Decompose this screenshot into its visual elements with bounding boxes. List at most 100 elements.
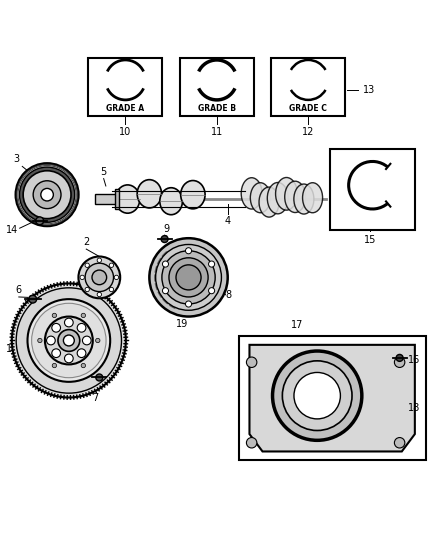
Circle shape bbox=[78, 256, 120, 298]
Circle shape bbox=[64, 318, 73, 327]
Circle shape bbox=[208, 261, 215, 267]
Circle shape bbox=[45, 317, 93, 365]
Text: 1: 1 bbox=[6, 344, 12, 354]
Circle shape bbox=[185, 301, 191, 307]
Text: GRADE B: GRADE B bbox=[198, 103, 236, 112]
Text: GRADE C: GRADE C bbox=[289, 103, 327, 112]
Bar bbox=[95, 194, 117, 204]
Bar bbox=[180, 58, 254, 116]
Circle shape bbox=[80, 275, 85, 279]
Circle shape bbox=[109, 287, 113, 292]
Ellipse shape bbox=[267, 182, 288, 214]
Circle shape bbox=[97, 292, 102, 297]
Text: 6: 6 bbox=[16, 285, 22, 295]
Ellipse shape bbox=[116, 185, 140, 213]
Bar bbox=[271, 58, 345, 116]
Circle shape bbox=[81, 364, 85, 368]
Ellipse shape bbox=[160, 188, 183, 215]
Circle shape bbox=[85, 263, 89, 268]
Ellipse shape bbox=[137, 180, 162, 208]
Circle shape bbox=[247, 357, 257, 367]
Circle shape bbox=[36, 217, 44, 225]
Circle shape bbox=[85, 287, 89, 292]
Circle shape bbox=[394, 357, 405, 367]
Circle shape bbox=[149, 238, 228, 317]
Ellipse shape bbox=[294, 184, 314, 214]
Circle shape bbox=[82, 336, 91, 345]
Bar bbox=[88, 58, 162, 116]
Text: 17: 17 bbox=[291, 320, 304, 329]
Circle shape bbox=[155, 245, 222, 310]
Circle shape bbox=[394, 438, 405, 448]
Circle shape bbox=[20, 167, 74, 222]
Text: 11: 11 bbox=[211, 127, 223, 137]
Circle shape bbox=[283, 361, 352, 431]
Circle shape bbox=[77, 349, 86, 358]
Ellipse shape bbox=[251, 183, 270, 213]
Circle shape bbox=[114, 275, 119, 279]
Text: 18: 18 bbox=[408, 403, 420, 413]
Circle shape bbox=[208, 288, 215, 294]
Text: 7: 7 bbox=[92, 393, 98, 403]
Bar bbox=[115, 189, 119, 208]
Text: 14: 14 bbox=[6, 224, 18, 235]
Circle shape bbox=[81, 313, 85, 318]
Text: 9: 9 bbox=[164, 224, 170, 234]
Circle shape bbox=[32, 303, 106, 378]
Circle shape bbox=[247, 438, 257, 448]
Circle shape bbox=[95, 338, 100, 343]
Circle shape bbox=[396, 354, 403, 361]
Circle shape bbox=[52, 349, 60, 358]
Polygon shape bbox=[250, 345, 415, 451]
Circle shape bbox=[38, 338, 42, 343]
Ellipse shape bbox=[181, 181, 205, 209]
Circle shape bbox=[92, 270, 106, 285]
Circle shape bbox=[77, 324, 86, 332]
Text: 3: 3 bbox=[14, 154, 20, 164]
Ellipse shape bbox=[276, 177, 297, 210]
Circle shape bbox=[162, 288, 169, 294]
Ellipse shape bbox=[259, 187, 279, 217]
Circle shape bbox=[97, 258, 102, 262]
Circle shape bbox=[162, 261, 169, 267]
Circle shape bbox=[161, 236, 168, 243]
Circle shape bbox=[46, 336, 55, 345]
Circle shape bbox=[41, 189, 53, 201]
Ellipse shape bbox=[303, 183, 322, 213]
Circle shape bbox=[185, 248, 191, 254]
Text: 5: 5 bbox=[101, 167, 107, 177]
Circle shape bbox=[96, 374, 103, 381]
Circle shape bbox=[176, 265, 201, 290]
Circle shape bbox=[52, 364, 57, 368]
Circle shape bbox=[16, 163, 78, 226]
Circle shape bbox=[109, 263, 113, 268]
Circle shape bbox=[64, 354, 73, 363]
Text: 15: 15 bbox=[364, 235, 377, 245]
Circle shape bbox=[64, 335, 74, 346]
Circle shape bbox=[169, 258, 208, 297]
Circle shape bbox=[33, 181, 61, 208]
Text: 10: 10 bbox=[119, 127, 131, 137]
Text: 8: 8 bbox=[226, 290, 232, 300]
Circle shape bbox=[28, 299, 110, 382]
Bar bbox=[330, 149, 415, 230]
Ellipse shape bbox=[241, 177, 262, 209]
Text: GRADE A: GRADE A bbox=[106, 103, 145, 112]
Ellipse shape bbox=[285, 181, 306, 213]
Circle shape bbox=[10, 282, 127, 399]
Text: 12: 12 bbox=[302, 127, 314, 137]
Circle shape bbox=[52, 324, 60, 332]
Circle shape bbox=[294, 373, 340, 419]
Text: 16: 16 bbox=[408, 355, 420, 365]
Text: 19: 19 bbox=[176, 319, 188, 329]
Text: 13: 13 bbox=[363, 85, 375, 95]
Circle shape bbox=[272, 351, 362, 440]
Text: 2: 2 bbox=[83, 237, 89, 247]
Circle shape bbox=[58, 329, 80, 351]
Circle shape bbox=[29, 295, 37, 303]
Circle shape bbox=[162, 251, 215, 304]
Bar bbox=[239, 336, 426, 460]
Circle shape bbox=[52, 313, 57, 318]
Circle shape bbox=[85, 263, 113, 292]
Circle shape bbox=[16, 288, 121, 393]
